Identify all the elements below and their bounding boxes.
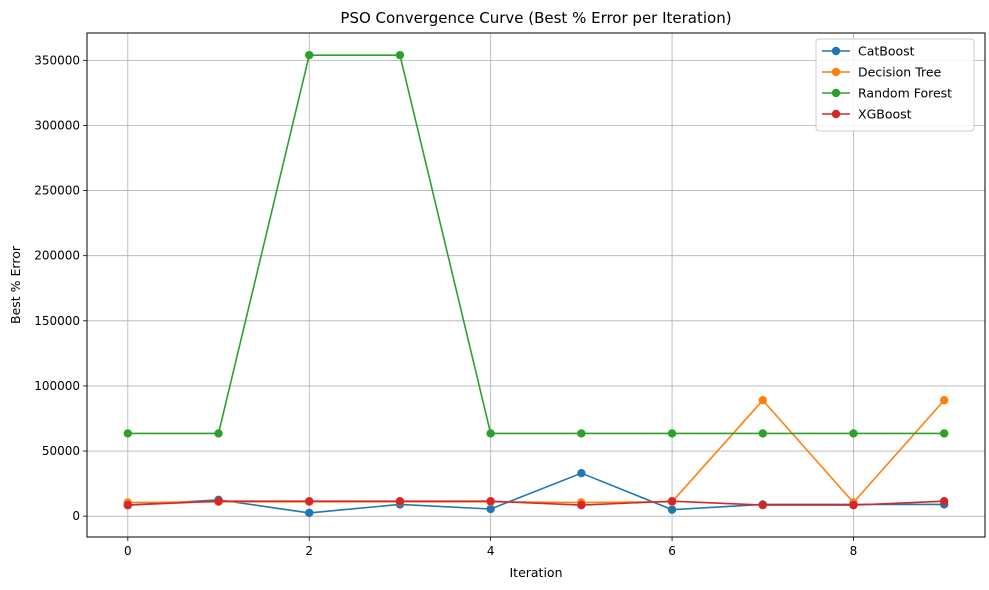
- legend-swatch-marker: [831, 109, 841, 119]
- data-point: [486, 504, 495, 514]
- data-point: [939, 396, 949, 405]
- y-axis: 0 50000 100000 150000 200000 250000 300000 3500…: [34, 53, 87, 523]
- y-tick-label: 200000: [34, 249, 80, 263]
- series-layer: [123, 50, 949, 518]
- data-point: [577, 468, 586, 478]
- series-line: [127, 500, 945, 506]
- x-axis: 0 2 4 6 8: [124, 537, 857, 558]
- data-point: [758, 396, 767, 405]
- legend-item: XGBoost: [822, 107, 912, 122]
- legend-item: CatBoost: [822, 44, 915, 59]
- data-point: [123, 500, 133, 510]
- legend-label: Random Forest: [858, 86, 952, 101]
- y-tick-label: 150000: [34, 314, 80, 328]
- y-tick-label: 0: [72, 509, 80, 523]
- legend-swatch-marker: [831, 67, 841, 77]
- data-point: [849, 429, 858, 438]
- y-tick-label: 50000: [42, 444, 80, 458]
- data-point: [667, 429, 677, 438]
- data-point: [305, 508, 314, 518]
- data-point: [395, 50, 405, 60]
- x-tick-label: 6: [668, 544, 676, 558]
- data-point: [577, 429, 586, 438]
- data-point: [667, 505, 677, 514]
- plot-frame: [86, 32, 986, 538]
- data-point: [486, 496, 495, 506]
- y-tick-label: 250000: [34, 184, 80, 198]
- legend-label: Decision Tree: [858, 65, 942, 80]
- legend-item: Decision Tree: [822, 65, 942, 80]
- legend-swatch-marker: [831, 46, 841, 56]
- data-point: [123, 429, 133, 438]
- chart-title: PSO Convergence Curve (Best % Error per …: [340, 9, 731, 27]
- series-line: [127, 54, 945, 435]
- legend: CatBoost Decision Tree Random Forest XGBoos…: [815, 38, 975, 132]
- x-axis-label: Iteration: [509, 565, 562, 580]
- legend-item: Random Forest: [822, 86, 952, 101]
- data-point: [214, 496, 223, 506]
- x-tick-label: 8: [850, 544, 858, 558]
- x-tick-label: 0: [124, 544, 132, 558]
- data-point: [395, 496, 405, 506]
- series-xgboost: [123, 496, 949, 510]
- data-point: [939, 429, 949, 438]
- data-point: [305, 496, 314, 506]
- data-point: [305, 50, 314, 60]
- legend-label: CatBoost: [858, 44, 915, 59]
- x-tick-label: 2: [305, 544, 313, 558]
- y-tick-label: 300000: [34, 118, 80, 132]
- data-point: [758, 500, 767, 510]
- data-point: [758, 429, 767, 438]
- data-point: [849, 500, 858, 510]
- y-tick-label: 350000: [34, 53, 80, 67]
- data-point: [667, 496, 677, 506]
- data-point: [939, 496, 949, 506]
- data-point: [214, 429, 223, 438]
- data-point: [577, 500, 586, 510]
- legend-label: XGBoost: [858, 107, 912, 122]
- y-axis-label: Best % Error: [8, 245, 23, 324]
- x-tick-label: 4: [487, 544, 495, 558]
- series-random-forest: [123, 50, 949, 438]
- legend-box: [815, 38, 975, 132]
- data-point: [486, 429, 495, 438]
- legend-swatch-marker: [831, 88, 841, 98]
- y-tick-label: 100000: [34, 379, 80, 393]
